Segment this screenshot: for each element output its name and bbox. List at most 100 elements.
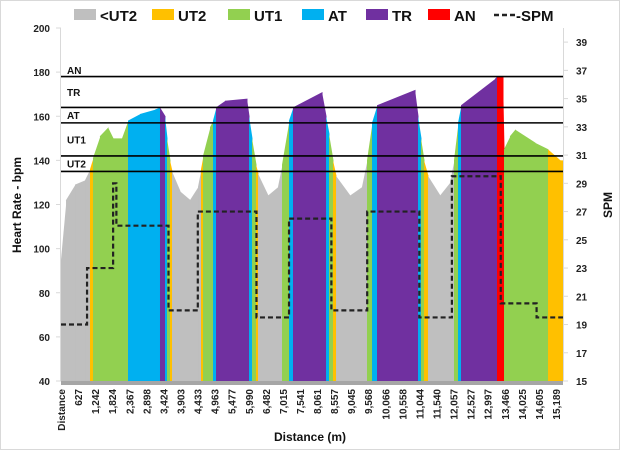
y-tick-label: 120 [33,201,50,212]
spm-line [61,175,563,326]
legend-swatch [302,9,324,20]
hr-area-segment [75,180,86,381]
y-tick-label: 40 [39,377,51,388]
y-tick-label: 60 [39,333,51,344]
x-tick-label: 627 [74,389,85,406]
y2-tick-label: 23 [576,264,588,275]
axes-group: 40 60 80 100 120 140 160 180 200 15 17 19 21 23 25 27 29… [33,24,587,431]
x-axis-baseline [61,381,563,385]
y-tick-label: 100 [33,245,50,256]
hr-area-segment [216,100,226,382]
hr-area-segment [61,200,67,381]
hr-area-segment [128,114,141,381]
zone-label: TR [67,88,81,99]
y2-tick-label: 19 [576,321,588,332]
zone-label: UT1 [67,135,86,146]
hr-area-segment [515,129,536,381]
hr-area-segment [99,127,109,381]
y-tick-label: 140 [33,156,50,167]
hr-area-segment [535,142,549,381]
hr-area-segment [440,182,451,381]
x-tick-label: 2,367 [125,389,136,414]
x-tick-label: Distance [57,389,68,431]
legend-label: AN [454,8,476,25]
hr-area-segment [66,184,76,381]
hr-area-segment [428,175,441,381]
legend-swatch [74,9,96,20]
legend: <UT2 UT2 UT1 AT TR AN -SPM [74,8,554,25]
x-tick-label: 11,540 [433,389,444,419]
x-tick-label: 5,990 [245,389,256,414]
y-tick-label: 200 [33,24,50,35]
hr-area-segment [367,122,373,382]
hr-area-segment [548,149,561,381]
y2-tick-label: 29 [576,179,588,190]
hr-area-segment [282,120,290,381]
hr-area-segment [322,91,327,381]
y2-tick-label: 17 [576,349,588,360]
x-tick-label: 6,482 [262,389,273,414]
x-tick-label: 4,963 [211,389,222,414]
hr-area-segment [421,138,425,381]
x-tick-label: 13,466 [501,389,512,420]
hr-area-segment [497,76,504,381]
x-tick-label: 7,541 [296,389,307,414]
y2-tick-label: 31 [576,151,588,162]
hr-area-segment [332,160,337,381]
hr-area-segment [458,105,462,381]
x-tick-label: 12,997 [484,389,495,420]
hr-area-segment [246,98,250,381]
y2-tick-label: 33 [576,123,588,134]
legend-label: -SPM [516,8,554,25]
hr-area-segment [139,109,156,381]
x-tick-label: 9,045 [347,389,358,414]
x-tick-label: 2,898 [142,389,153,414]
hr-area-segment [169,160,173,381]
zone-label: AT [67,111,80,122]
hr-area-segment [292,91,323,381]
hr-area-segment [159,107,166,382]
hr-area-segment [415,89,419,382]
y2-tick-label: 27 [576,208,588,219]
y2-tick-label: 21 [576,292,588,303]
x-tick-label: 15,189 [552,389,563,420]
legend-label: AT [328,8,347,25]
legend-label: TR [392,8,412,25]
x-tick-label: 8,557 [330,389,341,414]
legend-label: UT2 [178,8,206,25]
hr-area-segment [225,98,248,381]
y2-tick-label: 25 [576,236,588,247]
hr-area-segment [326,116,330,381]
x-tick-label: 3,424 [159,389,170,414]
x-tick-label: 5,477 [228,389,239,414]
hr-area-segment [258,173,269,381]
x-tick-label: 1,242 [91,389,102,414]
x-axis-title: Distance (m) [274,430,346,444]
hr-area-segment [155,107,161,382]
hr-area-segment [268,186,279,381]
y-tick-label: 180 [33,68,50,79]
hr-area-segment [166,138,171,381]
hr-area-segment [454,122,459,382]
hr-area-segment [278,164,283,381]
legend-swatch [366,9,388,20]
legend-label: <UT2 [100,8,137,25]
hr-area-segment [510,129,516,381]
zone-label: UT2 [67,160,86,171]
spm-line-group [61,175,563,326]
x-tick-label: 7,015 [279,389,290,414]
zone-label: AN [67,66,81,77]
hr-area-segment [289,107,294,382]
hr-area-segment [504,136,511,381]
y2-tick-label: 39 [576,38,588,49]
x-tick-label: 11,044 [415,389,426,419]
hr-area-segment [249,116,253,381]
hr-area-segment [372,105,378,381]
hr-area-segment [179,191,191,381]
hr-area-segment [424,160,429,381]
hr-area-segment [198,169,202,381]
x-tick-label: 12,527 [467,389,478,420]
y2-tick-label: 35 [576,95,588,106]
legend-swatch [428,9,450,20]
